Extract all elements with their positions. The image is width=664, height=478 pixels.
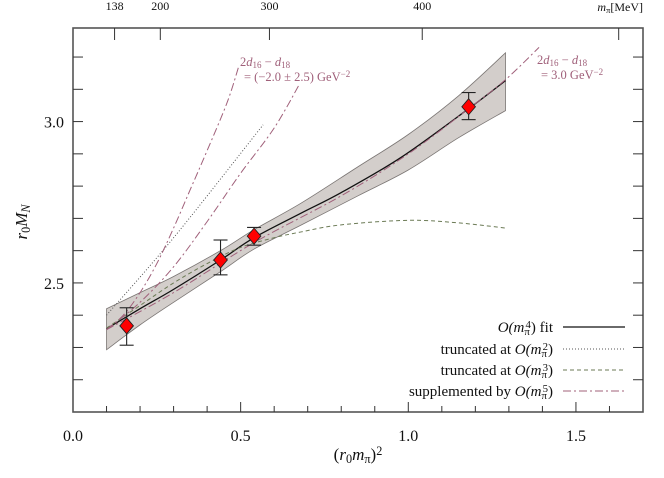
legend-entry-label: O(mπ4) fit	[498, 319, 554, 338]
x-axis-title: (r0mπ)2	[334, 444, 383, 466]
label-part: 2	[537, 53, 543, 67]
label-part: O(m	[515, 342, 542, 358]
label-part: π	[524, 326, 530, 338]
label-part: 18	[281, 60, 291, 70]
label-part: M	[12, 212, 31, 228]
label-part: d	[572, 53, 579, 67]
curve-dashdot-3	[106, 47, 540, 331]
ticks-layer: 0.0 0.5 1.0 1.5 2.5 3.0 138 200 300 400	[44, 0, 643, 445]
label-part: O(m	[515, 363, 542, 379]
x-tick-label: 1.5	[566, 428, 586, 445]
label-part: π	[541, 390, 547, 402]
label-part: m	[597, 0, 606, 14]
y-tick-label: 3.0	[44, 115, 64, 132]
curve-dashdot-5	[106, 83, 301, 331]
label-part: = (−2.0 ± 2.5) GeV	[244, 70, 341, 84]
top-axis-title: mπ[MeV]	[597, 0, 643, 15]
label-part: truncated at	[441, 363, 515, 379]
label-part: d	[543, 53, 550, 67]
label-part: 2	[240, 55, 246, 69]
x-tick-label: 0.5	[231, 428, 251, 445]
label-part: )	[548, 342, 553, 358]
curve-dashdot-4	[106, 66, 240, 331]
curve-dashed-2	[106, 219, 506, 329]
annotation-line1: 2d16 − d18	[537, 53, 588, 68]
label-part: truncated at	[441, 342, 515, 358]
label-part: d	[246, 55, 253, 69]
legend-entry-label: truncated at O(mπ2)	[441, 341, 553, 360]
label-part: O(m	[498, 320, 525, 336]
label-part: supplemented by	[409, 384, 515, 400]
label-part: fit	[536, 320, 554, 336]
annotation-line2: = 3.0 GeV−2	[541, 67, 603, 82]
data-point-diamond	[461, 98, 477, 116]
curves-layer	[106, 47, 540, 331]
top-axis-tick-label: 400	[413, 0, 431, 13]
y-tick-label: 2.5	[44, 276, 64, 293]
x-tick-label: 0.0	[63, 428, 83, 445]
curve-solid-0	[106, 80, 506, 330]
legend-entry-label: supplemented by O(mπ5)	[409, 383, 553, 402]
label-part: π	[541, 369, 547, 381]
label-part: [MeV]	[610, 0, 643, 14]
label-part: m	[352, 445, 364, 464]
top-axis-tick-label: 138	[106, 0, 124, 13]
annotation-line1: 2d16 − d18	[240, 55, 291, 70]
label-part: 16	[253, 60, 263, 70]
plot-frame	[72, 27, 644, 413]
label-part: 2	[543, 341, 548, 353]
label-part: )	[371, 445, 377, 464]
label-part: 18	[578, 58, 588, 68]
label-part: N	[19, 204, 33, 214]
annotation-line2: = (−2.0 ± 2.5) GeV−2	[244, 69, 350, 84]
label-part: O(m	[515, 384, 542, 400]
label-part: 3	[543, 362, 548, 374]
label-part: )	[531, 320, 536, 336]
data-point-diamond	[246, 227, 262, 245]
curve-dotted-1	[106, 124, 264, 316]
label-part: 2	[376, 444, 382, 458]
legend-entry-label: truncated at O(mπ3)	[441, 362, 553, 381]
label-part: )	[548, 384, 553, 400]
label-part: 4	[526, 319, 532, 331]
label-part: 5	[543, 383, 548, 395]
label-part: π	[364, 452, 370, 466]
x-tick-label: 1.0	[398, 428, 418, 445]
label-part: d	[275, 55, 282, 69]
error-band-layer	[106, 51, 506, 351]
label-part: 16	[550, 58, 560, 68]
data-point-diamond	[213, 251, 228, 269]
label-part: 0	[19, 227, 33, 233]
label-part: −	[262, 55, 275, 69]
label-part: = 3.0 GeV	[541, 68, 594, 82]
label-part: π	[541, 348, 547, 360]
error-band	[106, 51, 506, 351]
data-point-diamond	[119, 317, 135, 335]
label-part: r	[12, 233, 31, 240]
label-part: −2	[341, 69, 351, 79]
top-axis-tick-label: 200	[151, 0, 169, 13]
label-part: −	[559, 53, 572, 67]
label-part: )	[548, 363, 553, 379]
label-part: (	[334, 445, 340, 464]
data-points-layer	[119, 91, 477, 346]
top-axis-tick-label: 300	[260, 0, 278, 13]
label-part: 0	[346, 452, 352, 466]
label-part: π	[606, 5, 611, 15]
y-axis-title: r0MN	[12, 204, 33, 240]
label-part: r	[339, 445, 346, 464]
label-part: −2	[594, 67, 604, 77]
